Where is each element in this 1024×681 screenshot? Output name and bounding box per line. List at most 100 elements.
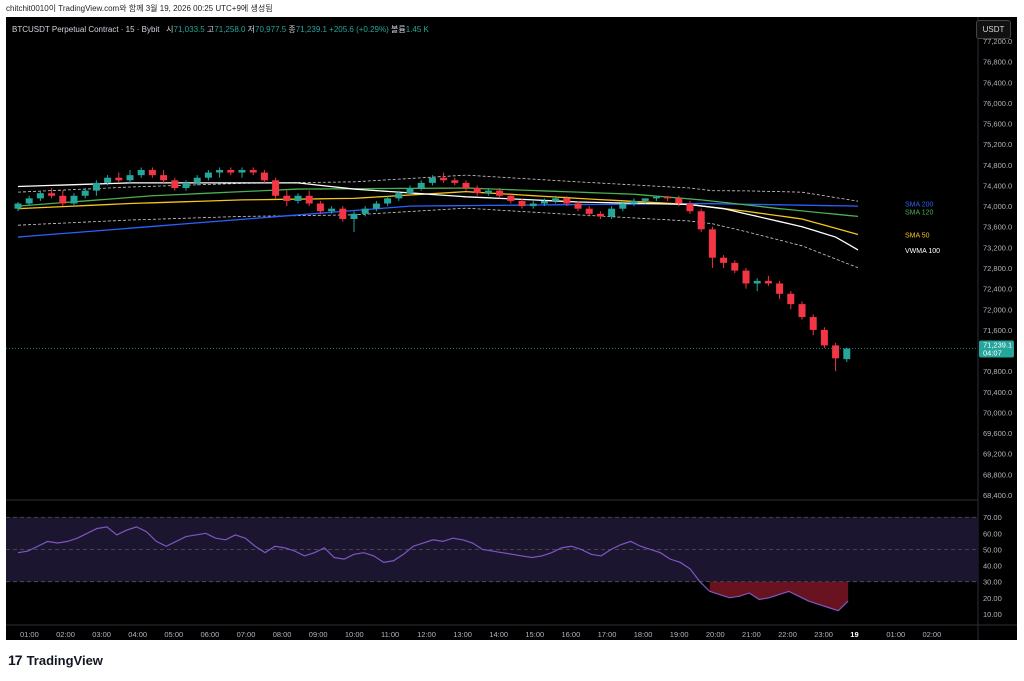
volume-value: 1.45 K: [405, 25, 429, 34]
candle-body-down: [272, 180, 280, 196]
currency-button[interactable]: USDT: [976, 20, 1011, 39]
candle-body-down: [563, 198, 571, 204]
chart-header-caption: chitchit0010이 TradingView.com와 함께 3월 19,…: [6, 4, 273, 13]
current-price-value: 71,239.1: [983, 341, 1012, 350]
candle-body-up: [350, 213, 358, 219]
candle-body-down: [451, 180, 459, 183]
candle-body-up: [843, 348, 851, 360]
price-tick-label: 74,400.0: [983, 181, 1012, 190]
candle-body-down: [305, 195, 313, 204]
candle-body-up: [630, 200, 638, 204]
candle-body-down: [742, 270, 750, 284]
candle-body-down: [339, 208, 347, 219]
time-tick-label: 08:00: [273, 630, 292, 639]
rsi-tick-label: 60.00: [983, 529, 1002, 538]
time-tick-label: 19:00: [670, 630, 689, 639]
time-tick-label: 16:00: [562, 630, 581, 639]
candle-body-up: [608, 208, 616, 217]
candle-body-down: [798, 304, 806, 318]
time-tick-label: 02:00: [923, 630, 942, 639]
candle-body-up: [104, 177, 112, 183]
rsi-tick-label: 50.00: [983, 545, 1002, 554]
candle-body-up: [328, 208, 336, 212]
candle-body-down: [776, 283, 784, 294]
time-tick-label: 12:00: [417, 630, 436, 639]
rsi-oversold-fill: [709, 581, 849, 611]
indicator-legend-label: VWMA 100: [905, 248, 940, 255]
tradingview-brand: 17 TradingView: [8, 652, 103, 668]
candle-body-down: [496, 190, 504, 196]
candle-body-up: [552, 198, 560, 201]
bollinger-lower-band: [17, 207, 859, 269]
sma-120-line: [17, 187, 859, 218]
time-tick-label: 01:00: [20, 630, 39, 639]
candle-body-up: [25, 198, 33, 204]
current-price-tag: [979, 340, 1014, 358]
time-tick-label: 06:00: [201, 630, 220, 639]
candle-body-down: [708, 229, 716, 258]
bollinger-upper-band: [17, 174, 859, 202]
candle-body-up: [92, 182, 100, 191]
candle-body-up: [36, 193, 44, 199]
price-tick-label: 76,400.0: [983, 78, 1012, 87]
rsi-tick-label: 40.00: [983, 562, 1002, 571]
time-tick-label: 17:00: [598, 630, 617, 639]
rsi-tick-label: 70.00: [983, 513, 1002, 522]
candle-body-up: [406, 188, 414, 194]
time-tick-label: 15:00: [525, 630, 544, 639]
price-tick-label: 76,800.0: [983, 58, 1012, 67]
chart-canvas[interactable]: 77,200.0 76,800.0 76,400.0 76,000.0 75,600.0…: [6, 17, 1017, 640]
candle-body-up: [216, 169, 224, 173]
brand-name: TradingView: [26, 652, 103, 668]
time-tick-label: 10:00: [345, 630, 364, 639]
price-tick-label: 69,600.0: [983, 429, 1012, 438]
price-tick-label: 74,000.0: [983, 202, 1012, 211]
low-label: 저: [247, 25, 256, 34]
time-tick-label: 01:00: [886, 630, 905, 639]
candle-body-down: [473, 188, 481, 194]
time-tick-label: 05:00: [164, 630, 183, 639]
price-tick-label: 70,400.0: [983, 388, 1012, 397]
candle-body-down: [249, 169, 257, 173]
candle-body-up: [193, 177, 201, 183]
time-tick-label: 07:00: [237, 630, 256, 639]
candle-body-down: [809, 317, 817, 330]
time-tick-label: 09:00: [309, 630, 328, 639]
candle-body-up: [395, 193, 403, 199]
time-tick-label: 14:00: [489, 630, 508, 639]
candle-body-down: [316, 203, 324, 212]
candle-body-down: [440, 177, 448, 181]
symbol-info-bar: BTCUSDT Perpetual Contract · 15 · Bybit …: [12, 24, 429, 35]
price-tick-label: 70,800.0: [983, 367, 1012, 376]
candle-body-down: [227, 169, 235, 173]
candle-body-up: [417, 182, 425, 189]
candle-body-up: [484, 190, 492, 194]
candle-body-down: [832, 345, 840, 359]
candle-body-up: [619, 203, 627, 209]
candle-body-down: [518, 200, 526, 207]
rsi-tick-label: 10.00: [983, 610, 1002, 619]
candle-body-up: [540, 200, 548, 204]
time-tick-label: 13:00: [453, 630, 472, 639]
open-label: 시: [166, 25, 174, 34]
indicator-legend-label: SMA 200: [905, 202, 934, 209]
candle-body-up: [294, 195, 302, 201]
chart-panel[interactable]: 77,200.0 76,800.0 76,400.0 76,000.0 75,600.0…: [6, 17, 1017, 640]
candle-body-down: [697, 211, 705, 230]
time-tick-label: 20:00: [706, 630, 725, 639]
candle-body-up: [126, 175, 134, 181]
candle-body-down: [731, 262, 739, 271]
time-tick-label: 02:00: [56, 630, 75, 639]
candle-body-down: [462, 182, 470, 189]
price-tick-label: 75,200.0: [983, 140, 1012, 149]
rsi-line: [17, 526, 849, 612]
candle-body-up: [529, 203, 537, 207]
candle-body-down: [48, 193, 56, 196]
sma-200-line: [17, 202, 859, 238]
price-tick-label: 77,200.0: [983, 37, 1012, 46]
candle-body-down: [507, 195, 515, 201]
candle-body-down: [664, 196, 672, 199]
time-tick-label: 21:00: [742, 630, 761, 639]
candle-body-up: [428, 177, 436, 183]
symbol-name[interactable]: BTCUSDT Perpetual Contract · 15 · Bybit: [12, 25, 160, 34]
